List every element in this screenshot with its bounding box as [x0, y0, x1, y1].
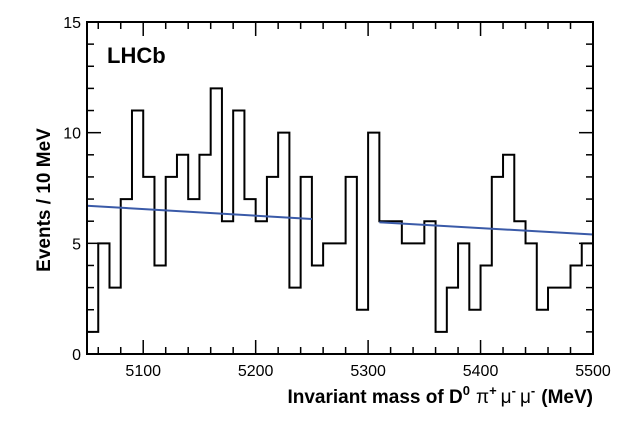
x-axis-title-d: D — [449, 387, 463, 408]
y-tick-label: 0 — [72, 347, 81, 364]
x-axis-title-pi-sup: + — [489, 383, 497, 398]
y-axis-title: Events / 10 MeV — [34, 128, 55, 272]
x-axis-title-mu2: μ — [520, 387, 531, 408]
x-axis-title-mu2-sup: - — [531, 383, 535, 398]
x-axis-title: Invariant mass of D0 π+ μ-μ- (MeV) — [287, 383, 593, 408]
histogram-series — [87, 87, 593, 333]
y-tick-labels: 0 5 10 15 — [63, 15, 81, 364]
x-axis-title-units: (MeV) — [541, 387, 593, 408]
y-tick-label: 15 — [63, 15, 81, 32]
plot-frame — [86, 21, 594, 355]
y-tick-label: 10 — [63, 126, 81, 143]
x-tick-label: 5300 — [350, 363, 386, 380]
x-tick-label: 5200 — [238, 363, 274, 380]
x-tick-label: 5500 — [575, 363, 611, 380]
experiment-label: LHCb — [107, 43, 166, 68]
x-tick-labels: 5100 5200 5300 5400 5500 — [125, 363, 610, 380]
fit-segment-1 — [86, 204, 312, 220]
x-axis-title-mu1: μ — [501, 387, 512, 408]
x-tick-label: 5100 — [125, 363, 161, 380]
x-axis-title-pi: π — [476, 387, 489, 408]
y-tick-label: 5 — [72, 236, 81, 253]
fit-segment-2 — [379, 221, 594, 236]
x-axis-title-mu1-sup: - — [512, 383, 516, 398]
fit-curve — [86, 204, 594, 236]
y-ticks — [87, 21, 593, 355]
x-tick-label: 5400 — [463, 363, 499, 380]
x-axis-title-prefix: Invariant mass of — [287, 387, 449, 408]
x-axis-title-d-sup: 0 — [463, 383, 470, 398]
